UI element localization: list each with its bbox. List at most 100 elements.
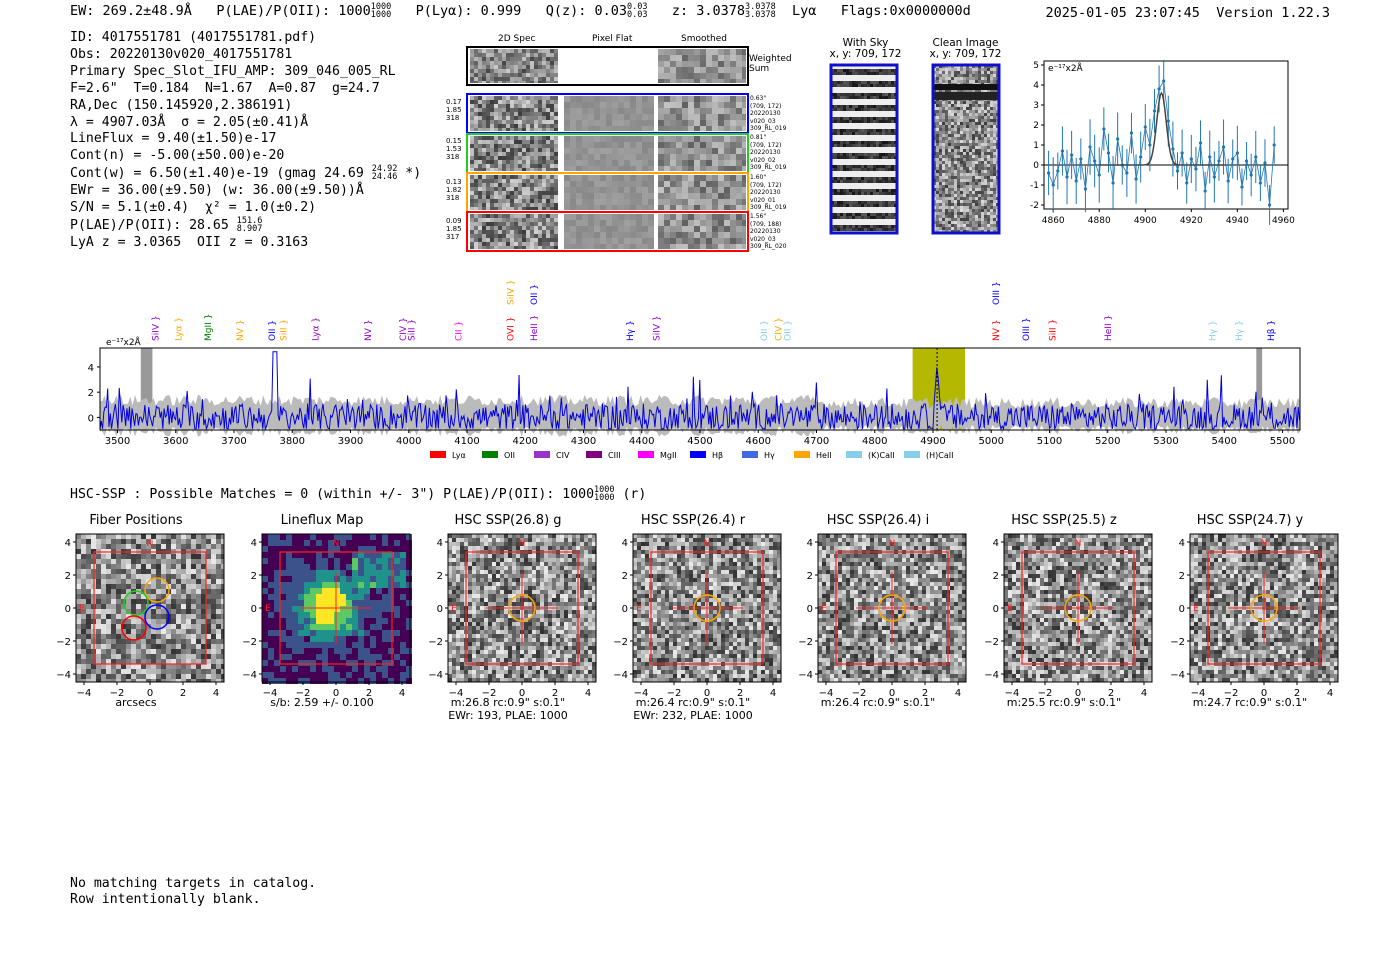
zoom-xtick-label: 4860 (1042, 216, 1065, 226)
hsc-panel-title: HSC SSP(26.4) r (640, 513, 746, 528)
spec-unit-label: e⁻¹⁷x2Å (106, 336, 142, 348)
hsc-xtick-label: −2 (296, 688, 311, 699)
hsc-ytick-label: 0 (65, 604, 71, 615)
hsc-ytick-label: 2 (437, 571, 443, 582)
spec-line-marker: CIV } (399, 317, 409, 341)
spec-legend: Lyα OII CIV CIII MgII Hβ Hγ HeII (K)CaII (H)CaII (430, 451, 953, 460)
hsc-noise-image (1004, 534, 1152, 682)
sky-band-6 (831, 141, 897, 147)
zoom-ytick-label: -1 (1030, 181, 1039, 191)
compass-north: N (147, 539, 154, 549)
cutout-row-3-smoothed (658, 175, 746, 210)
hsc-ytick-label: −2 (984, 637, 999, 648)
info-primary: Primary Spec_Slot_IFU_AMP: 309_046_005_R… (70, 63, 396, 79)
hsc-plae-lo: 1000 (594, 493, 615, 503)
cutout-row-3-meta: 1.60" (709, 172) 20220130 v020_01 309_RL_019 (750, 174, 787, 211)
hsc-panel-caption: m:25.5 rc:0.9" s:0.1" (1006, 696, 1122, 709)
hsc-aperture-box (650, 551, 764, 665)
hsc-ytick-label: 4 (251, 538, 257, 549)
legend-label: (H)CaII (926, 451, 953, 460)
hsc-ytick-label: −4 (56, 670, 71, 681)
zoom-ytick-label: 0 (1033, 161, 1039, 171)
hsc-ytick-label: −2 (613, 637, 628, 648)
clean-band-1 (933, 84, 999, 90)
hsc-xtick-label: 2 (737, 688, 743, 699)
aperture-circle (878, 594, 906, 622)
header-plae-lo: 1000 (370, 10, 392, 20)
info-cont-w-text: Cont(w) = 6.50(±1.40)e-19 (gmag 24.69 (70, 166, 364, 182)
legend-label: CIV (556, 451, 570, 460)
zoom-ytick-label: -2 (1030, 201, 1039, 211)
hsc-panel-image: N E −4 4 −2 2 0 0 2 −2 4 −4 (242, 533, 412, 699)
hsc-xtick-label: −4 (819, 688, 834, 699)
cutout-row-1-pixelflat (564, 96, 654, 131)
sky-band-9 (831, 177, 897, 183)
hsc-panel-4: HSC SSP(26.4) r N E −4 4 −2 2 0 0 2 −2 4 −4 m:26.4 rc… (593, 510, 793, 730)
zoom-gaussian-fit (1099, 91, 1226, 166)
sky-band-2 (831, 93, 897, 99)
spec-xtick-label: 5000 (979, 436, 1004, 447)
spec-mask-left (140, 348, 153, 430)
hsc-panel-image: N E −4 4 −2 2 0 0 2 −2 4 −4 (798, 533, 967, 699)
spec-line-marker: NV } (364, 320, 374, 341)
sky-band-4 (831, 117, 897, 123)
legend-swatch (586, 451, 602, 458)
spec-xtick-label: 4700 (804, 436, 829, 447)
legend-swatch (846, 451, 862, 458)
header-z-range: 3.0378 3.0378 (745, 3, 776, 20)
spec-ytick-label: 2 (88, 388, 94, 399)
cutout-images (466, 46, 749, 252)
aperture-circle (1250, 594, 1278, 622)
cutout-row-4-2dspec (470, 214, 558, 249)
fiber-circle-green (123, 590, 149, 616)
hsc-panel-image: N E −4 4 −2 2 0 0 2 −2 4 −4 (984, 533, 1153, 699)
hsc-panel-title: HSC SSP(26.8) g (454, 513, 562, 528)
hsc-ytick-label: 2 (622, 571, 628, 582)
spec-ytick-label: 0 (88, 413, 94, 424)
aperture-circle (1064, 594, 1092, 622)
info-lineflux: LineFlux = 9.40(±1.50)e-17 (70, 131, 277, 147)
header-plae-range: 1000 1000 (370, 3, 392, 20)
spec-xtick-label: 4600 (746, 436, 771, 447)
fiber-circle-blue (144, 604, 170, 630)
info-ewr: EWr = 36.00(±9.50) (w: 36.00(±9.50))Å (70, 183, 364, 199)
info-sn: S/N = 5.1(±0.4) χ² = 1.0(±0.2) (70, 200, 317, 216)
spec-xtick-label: 4100 (454, 436, 479, 447)
zoom-unit-label: e⁻¹⁷x2Å (1048, 62, 1084, 74)
legend-label: Lyα (452, 451, 466, 460)
info-plae: P(LAE)/P(OII): 28.65 151.6 8.907 (70, 217, 421, 235)
hsc-panel-7: HSC SSP(24.7) y N E −4 4 −2 2 0 0 2 −2 4 −4 m:24.7 rc… (1150, 510, 1350, 730)
compass-east: E (821, 604, 827, 614)
cutout-row-1-smoothed (658, 96, 746, 131)
cutout-row-4-smoothed (658, 214, 746, 249)
hsc-ytick-label: 0 (1179, 604, 1185, 615)
spec-xtick-label: 3700 (221, 436, 246, 447)
cutout-row-2-meta: 0.81" (709, 172) 20220130 v020_02 309_RL_019 (750, 134, 787, 171)
hsc-panel-caption: m:26.4 rc:0.9" s:0.1" (820, 696, 936, 709)
spec-xtick-label: 5400 (1212, 436, 1237, 447)
compass-north: N (889, 539, 896, 549)
hsc-xtick-label: 0 (889, 688, 895, 699)
compass-east: E (265, 604, 271, 614)
hsc-aperture-box (279, 551, 393, 665)
hsc-ytick-label: −4 (798, 670, 813, 681)
compass-east: E (451, 604, 457, 614)
hsc-ytick-label: −4 (1170, 670, 1185, 681)
hsc-ytick-label: 2 (807, 571, 813, 582)
hsc-ytick-label: 4 (993, 538, 999, 549)
info-plae-range: 151.6 8.907 (237, 217, 263, 234)
hsc-ytick-label: 0 (251, 604, 257, 615)
spec-xtick-label: 5300 (1153, 436, 1178, 447)
spec-line-marker: Hγ } (626, 320, 636, 341)
hsc-xtick-label: −2 (1224, 688, 1239, 699)
legend-label: MgII (660, 451, 677, 460)
hsc-aperture-box (835, 551, 949, 665)
spec-line-marker: SiIV } (507, 279, 517, 305)
legend-label: Hβ (712, 451, 723, 460)
legend-swatch (690, 451, 706, 458)
info-cont-w-end: *) (405, 166, 422, 182)
cutout-row-2-stats: 0.15 1.53 318 (446, 137, 462, 162)
header-qz-range: 0.03 0.03 (627, 3, 647, 20)
hsc-plae-hi: 1000 (594, 485, 615, 495)
line-fit-chart: -2 -1 0 1 2 3 4 5 4860 4880 4900 4920 4940 4960 e⁻¹⁷x2… (1030, 59, 1295, 226)
